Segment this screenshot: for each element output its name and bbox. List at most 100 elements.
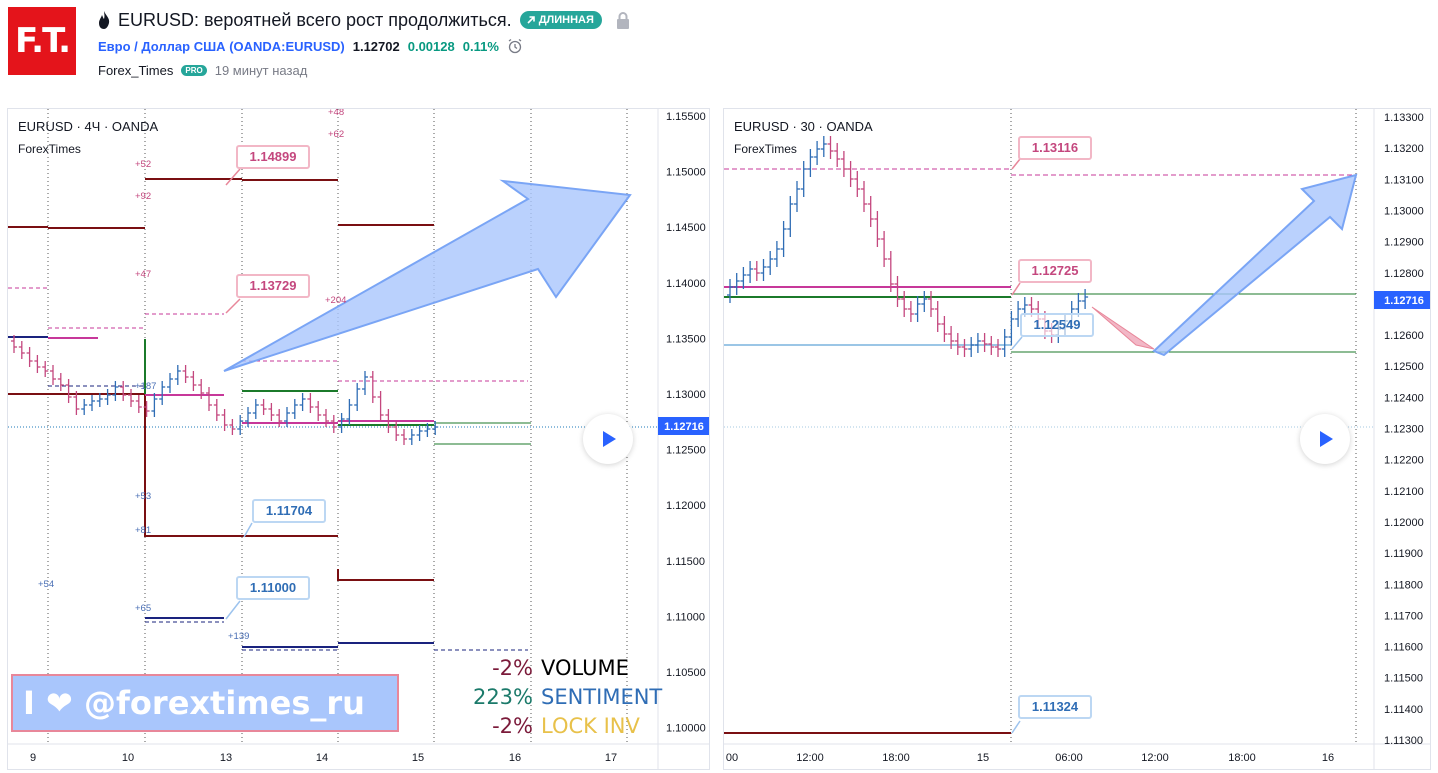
play-button[interactable] bbox=[1300, 414, 1350, 464]
indicator-name[interactable]: ForexTimes bbox=[18, 142, 81, 156]
callout-box[interactable]: 1.11324 bbox=[1018, 695, 1092, 719]
price-tick-label: 1.11000 bbox=[666, 611, 705, 623]
forextimes-logo[interactable]: F.T. bbox=[8, 7, 76, 75]
price-tick-label: 1.15500 bbox=[666, 111, 706, 123]
time-tick-label: 17 bbox=[605, 752, 617, 764]
alarm-clock-icon[interactable] bbox=[507, 38, 523, 54]
pullback-arrow[interactable] bbox=[1091, 306, 1155, 350]
price-change: 0.00128 bbox=[407, 38, 455, 54]
title-row: EURUSD: вероятней всего рост продолжитьс… bbox=[98, 8, 630, 32]
navy-levels bbox=[8, 336, 434, 648]
symbol-row: Евро / Доллар США (OANDA:EURUSD) 1.12702… bbox=[98, 37, 523, 55]
current-price-tag bbox=[1374, 291, 1430, 309]
right-price-axis[interactable]: 1.13300 1.13200 1.13100 1.13000 1.12900 1.128… bbox=[1384, 112, 1424, 747]
callout-pointer bbox=[225, 168, 241, 186]
level-offset-label: +92 bbox=[135, 191, 151, 202]
symbol-link[interactable]: Евро / Доллар США (OANDA:EURUSD) bbox=[98, 39, 345, 54]
price-tick-label: 1.12200 bbox=[1384, 455, 1424, 467]
stat-label: LOCK INV bbox=[541, 714, 640, 738]
callout-box[interactable]: 1.13116 bbox=[1018, 136, 1092, 160]
callout-box[interactable]: 1.12549 bbox=[1020, 313, 1094, 337]
price-tick-label: 1.12500 bbox=[1384, 361, 1424, 373]
forecast-arrow[interactable] bbox=[223, 179, 632, 372]
price-tick-label: 1.13300 bbox=[1384, 112, 1424, 124]
price-tick-label: 1.13000 bbox=[1384, 205, 1424, 217]
price-tick-label: 1.14500 bbox=[666, 222, 706, 234]
left-time-axis[interactable]: 9 10 13 14 15 16 17 bbox=[30, 752, 617, 764]
callout-pointer bbox=[225, 600, 241, 620]
callout-pointer bbox=[1011, 158, 1021, 170]
symbol-ticker[interactable]: (OANDA:EURUSD) bbox=[229, 38, 345, 54]
level-offset-label: +204 bbox=[325, 295, 346, 306]
time-tick-label: 14 bbox=[316, 752, 328, 764]
time-tick-label: 16 bbox=[509, 752, 521, 764]
right-chart-pane[interactable]: 1.13300 1.13200 1.13100 1.13000 1.12900 1.128… bbox=[723, 108, 1431, 770]
callout-box[interactable]: 1.11000 bbox=[236, 576, 310, 600]
indicator-name[interactable]: ForexTimes bbox=[734, 142, 797, 156]
level-offset-label: +187 bbox=[135, 381, 156, 392]
time-tick-label: 10 bbox=[122, 752, 134, 764]
long-badge: ДЛИННАЯ bbox=[519, 11, 602, 29]
price-tick-label: 1.12900 bbox=[1384, 237, 1424, 249]
left-price-axis[interactable]: 1.15500 1.15000 1.14500 1.14000 1.13500 1.130… bbox=[666, 111, 706, 735]
pro-badge: PRO bbox=[181, 64, 207, 76]
price-tick-label: 1.12800 bbox=[1384, 268, 1424, 280]
time-tick-label: 15 bbox=[977, 752, 989, 764]
stat-value: -2% bbox=[492, 714, 533, 738]
price-tick-label: 1.11800 bbox=[1384, 579, 1423, 591]
flame-icon bbox=[99, 11, 110, 29]
arrow-up-right-icon bbox=[527, 16, 535, 24]
play-button[interactable] bbox=[583, 414, 633, 464]
time-tick-label: 12:00 bbox=[1141, 752, 1169, 764]
author-name[interactable]: Forex_Times bbox=[98, 62, 174, 78]
idea-header: F.T. EURUSD: вероятней всего рост продол… bbox=[0, 0, 1438, 100]
callout-pointer bbox=[1011, 336, 1023, 350]
callout-pointer bbox=[243, 522, 253, 538]
price-tick-label: 1.11600 bbox=[1384, 642, 1423, 654]
time-tick-label: 00 bbox=[726, 752, 738, 764]
level-offset-label: +65 bbox=[135, 603, 151, 614]
price-tick-label: 1.12500 bbox=[666, 445, 706, 457]
chart-legend[interactable]: EURUSD · 4Ч · OANDA bbox=[18, 119, 159, 134]
price-tick-label: 1.11900 bbox=[1384, 548, 1423, 560]
stat-label: SENTIMENT bbox=[541, 685, 663, 709]
price-tick-label: 1.13100 bbox=[1384, 174, 1424, 186]
callout-pointer bbox=[1011, 720, 1021, 734]
callout-box[interactable]: 1.12725 bbox=[1018, 259, 1092, 283]
lock-icon bbox=[616, 12, 629, 29]
stat-value: 223% bbox=[472, 685, 533, 709]
left-chart-pane[interactable]: 1.15500 1.15000 1.14500 1.14000 1.13500 1.130… bbox=[7, 108, 710, 770]
current-price-label: 1.12716 bbox=[664, 421, 704, 433]
callout-box[interactable]: 1.13729 bbox=[236, 274, 310, 298]
price-tick-label: 1.15000 bbox=[666, 167, 706, 179]
last-price: 1.12702 bbox=[352, 38, 400, 54]
price-tick-label: 1.12400 bbox=[1384, 392, 1424, 404]
callout-box[interactable]: 1.14899 bbox=[236, 145, 310, 169]
resistance-levels bbox=[8, 178, 434, 229]
level-offset-label: +62 bbox=[328, 129, 344, 140]
callout-pointer bbox=[225, 298, 241, 314]
time-tick-label: 18:00 bbox=[882, 752, 910, 764]
symbol-name[interactable]: Евро / Доллар США bbox=[98, 38, 226, 54]
price-tick-label: 1.11700 bbox=[1384, 610, 1423, 622]
support-levels bbox=[8, 339, 434, 581]
stat-value: -2% bbox=[492, 656, 533, 680]
green-thin-levels bbox=[1011, 293, 1356, 353]
time-tick-label: 15 bbox=[412, 752, 424, 764]
idea-title: EURUSD: вероятней всего рост продолжитьс… bbox=[118, 9, 512, 30]
level-offset-label: +54 bbox=[38, 579, 54, 590]
forecast-arrow[interactable] bbox=[1152, 173, 1358, 357]
callout-box[interactable]: 1.11704 bbox=[252, 499, 326, 523]
right-time-axis[interactable]: 00 12:00 18:00 15 06:00 12:00 18:00 16 bbox=[726, 752, 1334, 764]
time-tick-label: 16 bbox=[1322, 752, 1334, 764]
price-tick-label: 1.13200 bbox=[1384, 143, 1424, 155]
chart-legend[interactable]: EURUSD · 30 · OANDA bbox=[734, 119, 873, 134]
stat-label: VOLUME bbox=[541, 656, 629, 680]
left-small-labels: +48 +62 +52 +92 +47 +204 +187 +53 +81 +54 +65 +139 bbox=[38, 109, 346, 642]
price-tick-label: 1.10500 bbox=[666, 667, 706, 679]
price-tick-label: 1.12000 bbox=[666, 500, 706, 512]
price-tick-label: 1.11500 bbox=[1384, 673, 1423, 685]
left-candles bbox=[11, 335, 439, 445]
time-tick-label: 9 bbox=[30, 752, 36, 764]
time-tick-label: 06:00 bbox=[1055, 752, 1083, 764]
